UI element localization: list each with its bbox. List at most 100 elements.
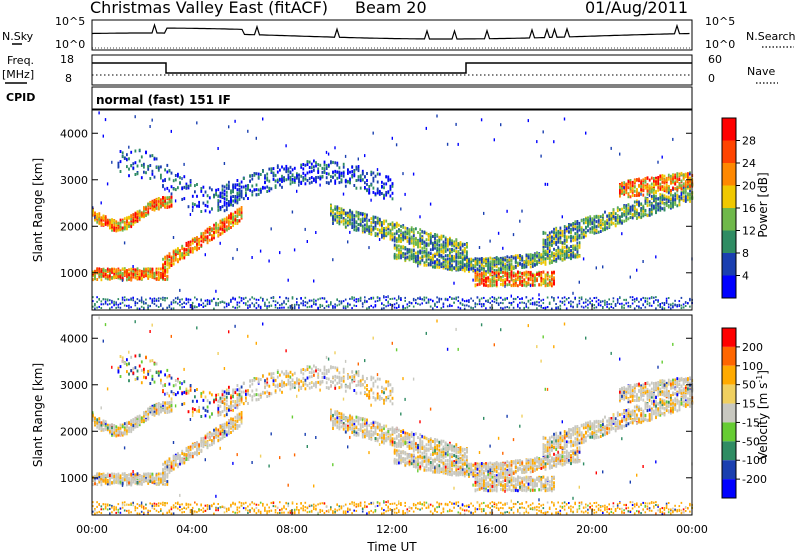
power-cell <box>602 221 604 225</box>
power-cell <box>406 250 409 254</box>
power-cell <box>143 300 145 304</box>
power-cell <box>455 250 458 254</box>
power-cell <box>402 238 405 242</box>
power-cell <box>463 300 466 303</box>
power-cell <box>589 222 592 226</box>
power-cell <box>266 190 269 193</box>
power-cell <box>164 199 166 203</box>
power-cell <box>419 251 422 255</box>
power-cell <box>400 251 402 255</box>
power-cell <box>636 268 638 272</box>
power-cell <box>223 227 226 231</box>
power-cell <box>455 244 458 247</box>
power-cell <box>548 258 551 262</box>
power-cell <box>442 249 445 252</box>
power-cell <box>310 170 313 174</box>
power-cell <box>461 256 464 260</box>
power-cell <box>398 295 400 299</box>
power-cell <box>425 301 428 304</box>
power-cell <box>164 273 166 277</box>
power-cell <box>298 179 300 183</box>
power-cell <box>117 224 120 228</box>
power-cell <box>449 261 451 265</box>
power-cell <box>115 229 118 233</box>
power-cell <box>561 297 564 300</box>
power-cell <box>640 208 643 212</box>
power-cell <box>391 238 394 242</box>
power-cell <box>151 199 154 203</box>
power-cell <box>570 257 572 261</box>
power-cell <box>323 160 326 164</box>
power-cell <box>421 258 424 262</box>
power-cell <box>113 269 116 273</box>
power-cell <box>147 267 150 271</box>
power-cell <box>179 304 181 307</box>
power-cell <box>427 263 430 267</box>
power-cell <box>616 221 619 225</box>
power-cell <box>287 169 290 173</box>
power-cell <box>238 210 241 214</box>
power-cell <box>487 276 490 280</box>
power-cell <box>232 217 234 221</box>
power-cell <box>143 267 145 271</box>
power-cell <box>296 172 298 176</box>
power-cell <box>619 302 621 305</box>
power-cell <box>404 299 406 302</box>
power-cell <box>126 216 128 220</box>
power-cell <box>580 232 583 236</box>
power-cell <box>525 275 528 279</box>
power-cell <box>170 129 172 133</box>
power-cell <box>223 197 226 201</box>
power-cell <box>614 303 617 305</box>
power-cell <box>313 279 315 283</box>
power-cell <box>228 187 230 190</box>
power-cell <box>361 171 364 175</box>
power-cell <box>525 253 528 257</box>
power-cell <box>463 263 466 267</box>
power-cell <box>217 147 219 150</box>
power-cell <box>629 209 632 213</box>
power-cell <box>281 303 283 306</box>
power-cell <box>92 211 94 215</box>
power-cell <box>217 208 220 212</box>
power-cell <box>546 182 549 186</box>
power-cell <box>559 254 562 258</box>
power-cell <box>191 209 194 212</box>
power-cell <box>266 178 269 182</box>
power-cell <box>585 131 587 135</box>
power-cell <box>653 188 655 192</box>
power-cell <box>636 211 638 215</box>
power-cell <box>589 215 592 219</box>
power-cell <box>134 218 137 222</box>
power-cell <box>487 264 490 268</box>
power-cell <box>650 194 653 198</box>
power-cell <box>259 307 262 310</box>
power-cell <box>270 227 272 231</box>
power-cell <box>553 240 555 244</box>
power-cell <box>196 238 198 242</box>
power-cell <box>181 177 183 181</box>
power-cell <box>551 230 553 234</box>
power-cell <box>364 227 366 231</box>
power-cell <box>559 257 562 261</box>
power-cell <box>485 273 487 277</box>
power-cell <box>608 218 611 222</box>
power-cell <box>638 192 640 196</box>
power-cell <box>257 172 260 176</box>
power-cell <box>551 307 553 310</box>
power-cell <box>438 265 441 269</box>
power-cell <box>325 172 328 176</box>
power-cell <box>442 262 445 266</box>
power-cell <box>474 265 477 269</box>
power-cell <box>478 298 481 301</box>
power-cell <box>661 207 664 211</box>
power-cell <box>493 138 495 142</box>
power-cell <box>138 159 141 163</box>
power-cell <box>157 166 160 170</box>
power-cell <box>661 307 664 310</box>
power-cell <box>417 264 419 268</box>
power-cell <box>128 306 130 309</box>
power-cell <box>310 162 313 166</box>
power-cell <box>504 267 507 271</box>
power-cell <box>395 302 398 305</box>
